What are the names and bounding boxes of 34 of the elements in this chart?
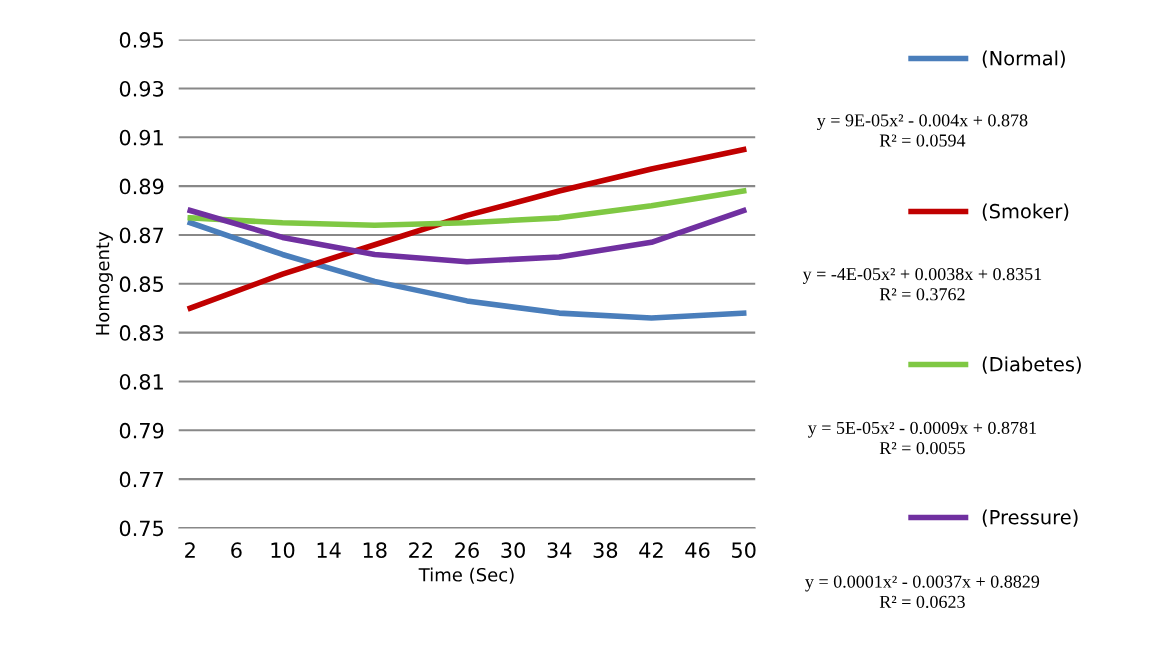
x-tick-label: 30 <box>501 542 525 559</box>
y-tick-label: 0.75 <box>119 520 164 537</box>
y-tick-label: 0.89 <box>119 178 164 195</box>
y-tick-label: 0.83 <box>119 325 164 341</box>
y-tick-label: 0.91 <box>119 129 163 146</box>
text: y = 0.0001x² - 0.0037x + 0.8829 R² = 0.0623 <box>805 575 1040 608</box>
text: y = 9E-05x² - 0.004x + 0.878 R² = 0.0594 <box>816 114 1028 147</box>
x-tick-label: 10 <box>271 542 295 559</box>
x-tick-label: 14 <box>317 542 341 558</box>
y-tick-label: 0.81 <box>119 373 163 390</box>
x-tick-label: 2 <box>185 542 195 558</box>
y-tick-label: 0.93 <box>119 80 164 97</box>
legend-label: (Pressure) <box>982 509 1078 527</box>
x-tick-label: 34 <box>547 542 572 559</box>
legend-label: (Normal) <box>982 50 1065 68</box>
x-tick-label: 46 <box>685 542 710 559</box>
y-tick-label: 0.79 <box>119 422 164 439</box>
y-tick-label: 0.95 <box>119 32 164 48</box>
x-tick-label: 18 <box>363 542 387 559</box>
y-tick-label: 0.87 <box>119 227 164 244</box>
x-tick-label: 38 <box>593 542 618 559</box>
x-tick-label: 42 <box>639 542 663 558</box>
x-tick-label: 22 <box>409 542 433 558</box>
text: y = 5E-05x² - 0.0009x + 0.8781 R² = 0.0055 <box>807 421 1037 455</box>
y-tick-label: 0.77 <box>119 471 164 488</box>
legend-label: (Smoker) <box>982 203 1069 221</box>
x-axis-title: Time (Sec) <box>418 567 514 584</box>
y-tick-label: 0.85 <box>119 276 164 293</box>
x-tick-label: 26 <box>455 542 479 559</box>
x-tick-label: 6 <box>231 542 242 559</box>
text: y = -4E-05x² + 0.0038x + 0.8351 R² = 0.3762 <box>802 268 1042 301</box>
y-axis-title: Homogenty <box>95 231 113 335</box>
x-tick-label: 50 <box>732 542 756 559</box>
legend-label: (Diabetes) <box>982 356 1081 374</box>
